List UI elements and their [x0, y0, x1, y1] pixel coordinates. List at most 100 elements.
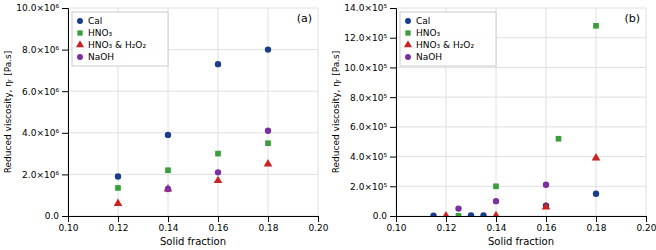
point	[468, 212, 474, 216]
tick-label: 6.0×10⁶	[22, 87, 59, 97]
point	[542, 202, 551, 209]
legend-marker	[76, 40, 84, 47]
point	[493, 198, 499, 204]
x-tick: 0.16	[208, 216, 228, 233]
y-axis-title: Reduced viscosity, ηᵣ [Pa.s]	[3, 51, 13, 174]
tick-label: 0.20	[308, 223, 328, 233]
grid-line-y	[396, 8, 646, 9]
series	[114, 159, 273, 206]
y-tick: 6.0×10⁵	[350, 122, 396, 132]
point	[215, 169, 221, 175]
tick-mark	[62, 174, 68, 175]
legend-marker	[405, 30, 410, 35]
tick-label: 0.12	[108, 223, 128, 233]
tick-mark	[62, 91, 68, 92]
tick-mark	[268, 216, 269, 222]
tick-label: 0.20	[636, 223, 656, 233]
legend-label: HNO₃	[416, 28, 441, 38]
point	[592, 153, 601, 160]
legend-item: HNO₃	[405, 28, 440, 38]
tick-label: 0.14	[158, 223, 178, 233]
tick-mark	[646, 216, 647, 222]
tick-mark	[62, 8, 68, 9]
tick-mark	[62, 216, 68, 217]
y-tick: 10.0×10⁶	[16, 3, 68, 13]
point	[115, 173, 121, 179]
series	[455, 182, 549, 212]
point	[265, 128, 271, 134]
legend-item: NaOH	[405, 52, 442, 62]
point	[456, 213, 462, 216]
point	[214, 176, 223, 183]
panel-label: (b)	[624, 12, 640, 25]
tick-mark	[390, 216, 396, 217]
point	[480, 212, 486, 216]
y-tick: 12.0×10⁵	[344, 33, 396, 43]
legend: CalHNO₃HNO₃ & H₂O₂NaOH	[400, 12, 496, 66]
point	[165, 167, 171, 173]
point	[264, 159, 273, 166]
axis-line	[390, 9, 397, 217]
tick-label: 0.0	[45, 211, 60, 221]
grid-line-y	[68, 132, 318, 133]
x-tick: 0.18	[586, 216, 606, 233]
tick-mark	[390, 38, 396, 39]
legend-box	[72, 12, 168, 66]
panel-label: (a)	[297, 12, 312, 25]
x-tick: 0.14	[158, 216, 178, 233]
grid-line-x	[218, 8, 219, 216]
tick-mark	[62, 133, 68, 134]
panel: 0.100.120.140.160.180.200.02.0×10⁵4.0×10…	[331, 3, 656, 247]
grid-line-y	[396, 67, 646, 68]
tick-label: 14.0×10⁵	[344, 3, 387, 13]
tick-label: 0.0	[373, 211, 388, 221]
point	[215, 151, 221, 157]
point	[430, 213, 436, 216]
tick-label: 0.14	[486, 223, 506, 233]
y-tick: 4.0×10⁵	[350, 152, 396, 162]
x-axis-title: Solid fraction	[488, 236, 554, 247]
legend-label: Cal	[88, 16, 102, 26]
tick-mark	[118, 216, 119, 222]
legend-box	[400, 12, 496, 66]
x-axis-title: Solid fraction	[160, 236, 226, 247]
y-axis: 0.02.0×10⁶4.0×10⁶6.0×10⁶8.0×10⁶10.0×10⁶	[16, 3, 68, 221]
tick-label: 10.0×10⁵	[344, 63, 387, 73]
marks	[114, 46, 273, 206]
tick-label: 2.0×10⁵	[350, 182, 387, 192]
legend-item: NaOH	[77, 52, 114, 62]
y-tick: 0.0	[45, 211, 68, 221]
legend-label: NaOH	[416, 52, 442, 62]
legend-item: HNO₃	[77, 28, 112, 38]
tick-mark	[390, 8, 396, 9]
legend-marker	[77, 18, 83, 24]
legend-marker	[404, 40, 412, 47]
tick-mark	[168, 216, 169, 222]
legend-label: Cal	[416, 16, 430, 26]
legend-item: Cal	[405, 16, 430, 26]
point	[493, 183, 499, 189]
grid-line-y	[396, 186, 646, 187]
grid-line-y	[68, 91, 318, 92]
tick-label: 2.0×10⁶	[22, 170, 59, 180]
tick-label: 6.0×10⁵	[350, 122, 387, 132]
point	[265, 46, 271, 52]
y-tick: 6.0×10⁶	[22, 87, 68, 97]
tick-mark	[496, 216, 497, 222]
tick-label: 4.0×10⁵	[350, 152, 387, 162]
legend-label: HNO₃	[88, 28, 113, 38]
tick-label: 0.18	[586, 223, 606, 233]
x-tick: 0.10	[386, 216, 406, 233]
x-tick: 0.18	[258, 216, 278, 233]
point	[265, 140, 271, 146]
tick-mark	[390, 67, 396, 68]
grid	[68, 8, 318, 216]
legend: CalHNO₃HNO₃ & H₂O₂NaOH	[72, 12, 168, 66]
chart: 0.10 0.12 0.14 0.16 0.18 0.20 0.0 2.0×10⁶ 4.0×10…	[0, 0, 656, 250]
x-tick: 0.20	[636, 216, 656, 233]
y-axis-title: Reduced viscosity, ηᵣ [Pa.s]	[331, 51, 341, 174]
grid-line-x	[646, 8, 647, 216]
series	[165, 128, 271, 193]
tick-label: 8.0×10⁶	[22, 45, 59, 55]
tick-mark	[218, 216, 219, 222]
